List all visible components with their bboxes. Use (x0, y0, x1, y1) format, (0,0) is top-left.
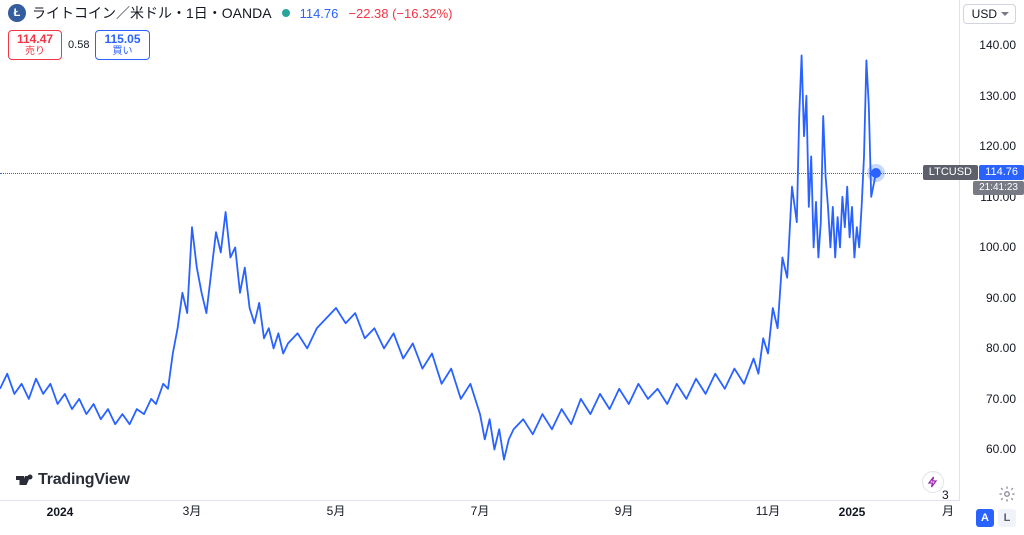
x-tick: 3月 (183, 502, 202, 519)
scale-buttons: A L (976, 509, 1016, 527)
chart-plot-area[interactable] (0, 0, 960, 500)
symbol-badge: LTCUSD (923, 165, 978, 180)
last-price-marker (871, 168, 881, 178)
y-tick: 140.00 (979, 38, 1016, 52)
price-badge: 114.76 (979, 165, 1024, 180)
auto-scale-button[interactable]: A (976, 509, 994, 527)
x-tick: 2025 (839, 505, 866, 519)
replay-icon[interactable] (922, 471, 944, 493)
y-tick: 90.00 (986, 291, 1016, 305)
y-axis[interactable]: 60.0070.0080.0090.00100.00110.00120.0013… (960, 0, 1024, 500)
countdown-badge: 21:41:23 (973, 181, 1024, 195)
x-axis[interactable]: 20243月5月7月9月11月20253月 (0, 500, 960, 535)
tradingview-logo-icon (16, 471, 34, 489)
y-tick: 70.00 (986, 392, 1016, 406)
current-price-line (0, 173, 960, 174)
y-tick: 100.00 (979, 240, 1016, 254)
chart-container: Ł ライトコイン／米ドル・1日・OANDA 114.76 −22.38 (−16… (0, 0, 1024, 535)
log-scale-button[interactable]: L (998, 509, 1016, 527)
price-chart (0, 0, 960, 500)
x-tick: 3月 (942, 488, 954, 519)
x-tick: 2024 (47, 505, 74, 519)
y-tick: 60.00 (986, 442, 1016, 456)
x-tick: 7月 (471, 502, 490, 519)
y-tick: 80.00 (986, 341, 1016, 355)
x-tick: 11月 (756, 502, 780, 519)
y-tick: 130.00 (979, 89, 1016, 103)
x-tick: 9月 (615, 502, 634, 519)
tradingview-watermark[interactable]: TradingView (16, 471, 130, 489)
x-tick: 5月 (327, 502, 346, 519)
settings-icon[interactable] (998, 485, 1016, 503)
y-tick: 120.00 (979, 139, 1016, 153)
watermark-text: TradingView (38, 471, 130, 489)
